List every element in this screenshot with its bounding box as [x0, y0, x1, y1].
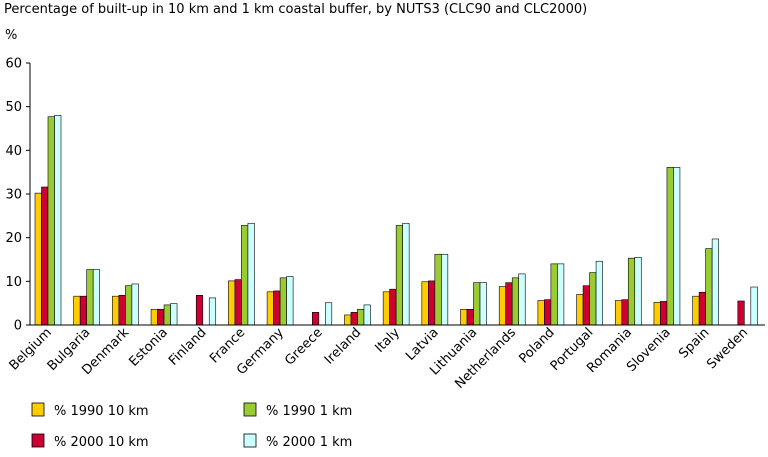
- bar-2000-1-km-denmark: [131, 283, 139, 326]
- y-tick-label: 30: [5, 188, 22, 203]
- bar-2000-1-km-portugal: [595, 260, 603, 326]
- y-tick-label: 60: [5, 57, 22, 72]
- y-tick-label: 0: [14, 319, 22, 334]
- bar-2000-1-km-germany: [286, 276, 294, 326]
- x-tick-label: Ireland: [322, 325, 364, 367]
- bar-1990-10-km-ireland: [344, 314, 352, 326]
- legend-label: % 2000 1 km: [266, 435, 352, 450]
- bar-1990-10-km-belgium: [34, 192, 42, 326]
- bar-1990-1-km-poland: [550, 263, 558, 326]
- bar-2000-1-km-italy: [402, 222, 410, 326]
- bar-1990-1-km-romania: [627, 257, 636, 326]
- bar-1990-10-km-denmark: [112, 295, 120, 326]
- y-tick-label: 40: [5, 144, 22, 159]
- x-tick-label: Italy: [372, 325, 403, 356]
- bar-1990-10-km-france: [228, 280, 236, 326]
- bar-1990-10-km-bulgaria: [73, 295, 81, 326]
- bar-1990-1-km-portugal: [589, 272, 597, 326]
- bar-1990-1-km-estonia: [163, 304, 171, 326]
- bar-1990-1-km-lithuania: [473, 282, 481, 326]
- bar-1990-1-km-belgium: [47, 116, 55, 326]
- bar-2000-1-km-ireland: [363, 304, 371, 326]
- x-tick-label: Sweden: [704, 325, 751, 372]
- bar-2000-1-km-netherlands: [518, 273, 526, 326]
- bar-2000-10-km-lithuania: [466, 308, 474, 326]
- bar-1990-10-km-spain: [692, 295, 700, 326]
- bar-2000-1-km-latvia: [441, 253, 449, 326]
- legend-label: % 1990 10 km: [54, 404, 149, 419]
- bar-1990-10-km-lithuania: [460, 308, 468, 326]
- bar-1990-1-km-ireland: [357, 308, 365, 326]
- bar-1990-1-km-spain: [705, 248, 713, 326]
- bar-1990-10-km-romania: [614, 300, 623, 326]
- bar-2000-10-km-ireland: [350, 312, 358, 326]
- bar-2000-10-km-italy: [389, 288, 397, 326]
- bar-1990-1-km-france: [241, 225, 249, 326]
- legend-label: % 1990 1 km: [266, 404, 352, 419]
- bar-1990-10-km-netherlands: [498, 286, 507, 326]
- bar-1990-10-km-slovenia: [653, 301, 661, 326]
- y-tick-label: 50: [5, 100, 22, 115]
- bar-1990-1-km-italy: [395, 225, 403, 326]
- bar-2000-1-km-slovenia: [673, 167, 681, 326]
- bar-2000-10-km-belgium: [41, 186, 49, 326]
- bar-2000-10-km-france: [234, 279, 242, 326]
- bar-2000-1-km-bulgaria: [92, 269, 100, 326]
- x-tick-label: Greece: [282, 325, 325, 368]
- bar-1990-10-km-latvia: [421, 281, 429, 326]
- bar-2000-10-km-denmark: [118, 295, 126, 326]
- y-axis-label: %: [5, 28, 17, 43]
- bar-2000-1-km-greece: [324, 302, 333, 326]
- bar-2000-1-km-lithuania: [479, 282, 487, 326]
- x-tick-label: Spain: [676, 325, 712, 361]
- bar-1990-10-km-portugal: [576, 294, 584, 326]
- bar-2000-1-km-romania: [634, 257, 642, 326]
- bar-2000-10-km-finland: [195, 295, 204, 326]
- bar-2000-1-km-estonia: [170, 303, 178, 326]
- bar-1990-1-km-bulgaria: [86, 269, 94, 326]
- bar-2000-10-km-spain: [698, 291, 706, 326]
- bar-2000-10-km-germany: [273, 290, 281, 326]
- y-tick-label: 10: [5, 275, 22, 290]
- bar-2000-10-km-bulgaria: [79, 295, 87, 326]
- bar-2000-1-km-spain: [711, 238, 719, 326]
- chart-title: Percentage of built-up in 10 km and 1 km…: [4, 2, 587, 17]
- bar-2000-10-km-romania: [621, 299, 629, 326]
- bar-1990-10-km-italy: [382, 291, 390, 326]
- x-tick-label: Finland: [166, 325, 209, 368]
- bar-2000-10-km-latvia: [428, 280, 436, 326]
- bar-2000-1-km-france: [247, 222, 255, 326]
- legend-swatch: [243, 402, 257, 417]
- bar-2000-10-km-estonia: [157, 308, 165, 326]
- legend-swatch: [31, 433, 45, 448]
- bar-1990-10-km-estonia: [150, 308, 158, 326]
- bar-2000-10-km-slovenia: [660, 301, 668, 326]
- bar-1990-1-km-slovenia: [666, 167, 674, 326]
- legend-swatch: [243, 433, 257, 448]
- bar-2000-10-km-poland: [544, 299, 552, 326]
- bar-2000-1-km-poland: [557, 263, 565, 326]
- bar-1990-10-km-germany: [266, 291, 274, 326]
- bar-1990-1-km-latvia: [434, 253, 442, 326]
- bar-2000-10-km-sweden: [737, 300, 745, 326]
- bar-1990-10-km-poland: [537, 300, 545, 326]
- bar-2000-1-km-belgium: [54, 115, 62, 326]
- bar-2000-10-km-portugal: [582, 285, 590, 326]
- bar-2000-10-km-greece: [311, 312, 320, 326]
- bar-2000-10-km-netherlands: [505, 282, 513, 326]
- x-tick-label: Estonia: [126, 325, 170, 369]
- y-tick-label: 20: [5, 231, 22, 246]
- bar-1990-1-km-denmark: [125, 285, 133, 326]
- bar-2000-1-km-finland: [208, 297, 217, 326]
- legend-swatch: [31, 402, 45, 417]
- bar-1990-1-km-netherlands: [511, 277, 520, 326]
- bar-2000-1-km-sweden: [750, 286, 758, 326]
- bar-1990-1-km-germany: [279, 277, 287, 326]
- legend-label: % 2000 10 km: [54, 435, 149, 450]
